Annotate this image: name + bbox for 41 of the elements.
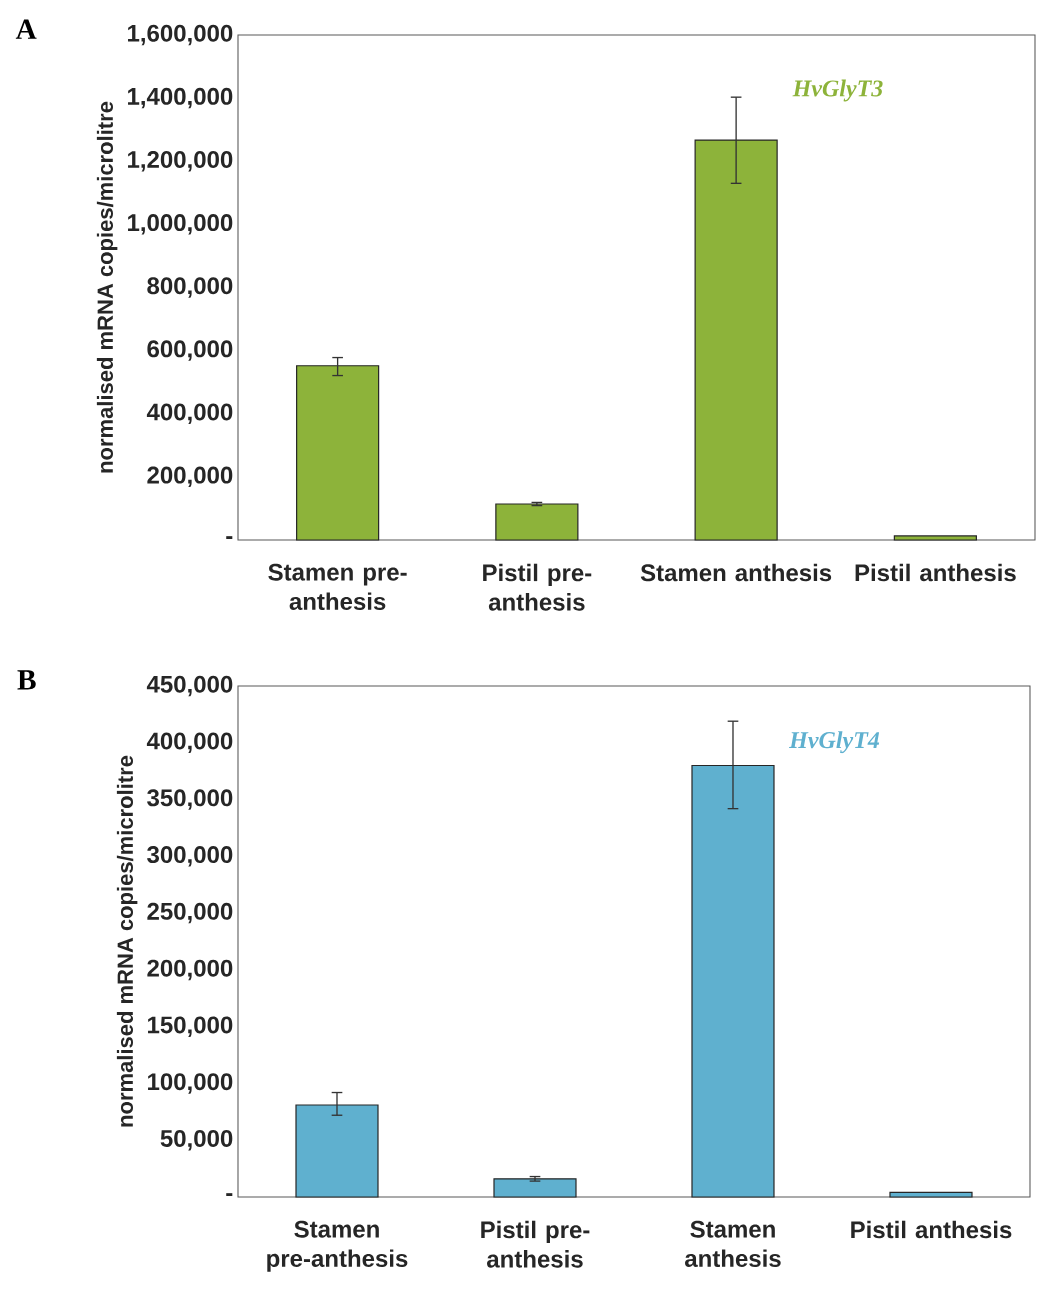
- y-tick-label: 200,000: [147, 959, 233, 981]
- bar: [495, 503, 579, 541]
- bar: [493, 1178, 577, 1198]
- y-tick-label: 1,000,000: [128, 214, 233, 235]
- y-tick-label: 800,000: [147, 277, 233, 298]
- x-tick-label: Pistil pre-anthesis: [481, 1220, 590, 1268]
- y-tick-label: 1,200,000: [128, 150, 233, 172]
- y-tick-label: 1,400,000: [128, 87, 233, 109]
- y-tick-label: 600,000: [147, 340, 233, 361]
- bar: [893, 535, 977, 541]
- y-tick-label: 250,000: [147, 902, 233, 924]
- y-tick-label: 50,000: [160, 1129, 233, 1151]
- bar: [694, 139, 778, 541]
- x-tick-label: Stamen anthesis: [685, 1220, 781, 1268]
- series-label: HvGlyT3: [792, 79, 883, 102]
- y-tick-label: 300,000: [147, 846, 233, 867]
- y-tick-label: 400,000: [146, 403, 233, 424]
- x-tick-label: Stamen pre-anthesis: [267, 1220, 408, 1272]
- y-tick-label: 450,000: [146, 675, 233, 697]
- x-tick-label: Pistil pre-anthesis: [483, 563, 592, 611]
- bar: [691, 764, 775, 1198]
- y-tick-label: 200,000: [147, 466, 233, 488]
- bar: [295, 1104, 379, 1198]
- text: A: [15, 19, 37, 39]
- y-tick-label: -: [226, 1193, 233, 1197]
- y-axis-title: normalised mRNA copies/microlitre: [96, 101, 118, 473]
- y-tick-label: 350,000: [147, 789, 233, 810]
- bar: [889, 1191, 973, 1198]
- x-tick-label: Pistil anthesis: [855, 563, 1016, 582]
- y-tick-label: 100,000: [148, 1073, 233, 1094]
- text: B: [17, 670, 36, 690]
- y-tick-label: 150,000: [148, 1016, 233, 1037]
- x-tick-label: Pistil anthesis: [851, 1220, 1012, 1239]
- x-tick-label: Stamen pre-anthesis: [268, 563, 407, 611]
- series-label: HvGlyT4: [789, 731, 880, 754]
- x-tick-label: Stamen anthesis: [640, 563, 832, 582]
- y-tick-label: -: [226, 536, 233, 540]
- y-tick-label: 400,000: [146, 732, 233, 754]
- y-tick-label: 1,600,000: [128, 24, 233, 46]
- y-axis-title: normalised mRNA copies/microlitre: [116, 755, 138, 1127]
- bar: [296, 365, 380, 541]
